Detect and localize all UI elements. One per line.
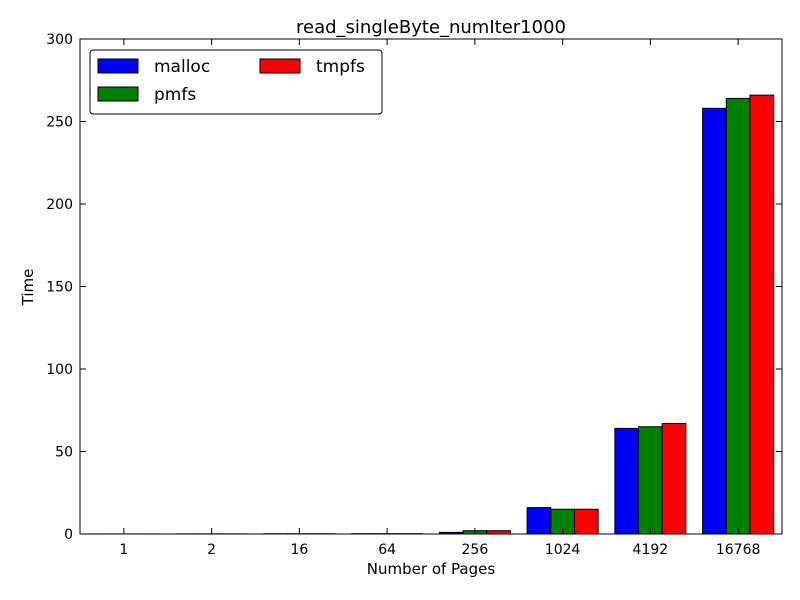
y-tick-label: 100: [46, 362, 73, 378]
legend-label-pmfs: pmfs: [154, 85, 196, 105]
x-tick-label: 4192: [633, 542, 669, 558]
ticks-layer: 0 50 100 150 200 250 300 1 2 16 64 256 1024 4192 16768: [46, 32, 782, 558]
x-tick-label: 1024: [545, 542, 581, 558]
x-axis-label: Number of Pages: [367, 560, 496, 578]
legend-swatch-tmpfs: [259, 58, 301, 74]
bar-malloc-16768: [702, 107, 727, 535]
x-tick-label: 16768: [716, 542, 761, 558]
bar-tmpfs-1024: [573, 508, 599, 535]
legend-label-tmpfs: tmpfs: [316, 57, 365, 77]
x-tick-label: 64: [378, 542, 396, 558]
bar-pmfs-16768: [725, 97, 751, 535]
legend-swatch-pmfs: [97, 86, 139, 102]
y-tick-label: 200: [46, 197, 73, 213]
y-tick-label: 150: [46, 280, 73, 296]
legend-box: [89, 49, 383, 115]
y-tick-label: 50: [55, 445, 73, 461]
chart-title: read_singleByte_numIter1000: [296, 17, 566, 38]
x-tick-label: 256: [462, 542, 489, 558]
y-tick-label: 0: [64, 527, 73, 543]
bars-layer: [87, 94, 775, 535]
legend-label-malloc: malloc: [154, 57, 210, 77]
bar-tmpfs-4192: [661, 422, 687, 535]
y-tick-label: 300: [46, 32, 73, 48]
x-tick-label: 2: [207, 542, 216, 558]
y-axis-label: Time: [19, 269, 37, 307]
bar-malloc-4192: [614, 427, 640, 535]
legend-swatch-malloc: [97, 58, 139, 74]
bar-tmpfs-16768: [749, 94, 775, 535]
x-tick-label: 1: [119, 542, 128, 558]
bar-malloc-1024: [526, 507, 552, 535]
bar-pmfs-4192: [638, 426, 663, 535]
y-tick-label: 250: [46, 115, 73, 131]
legend: malloc pmfs tmpfs: [89, 49, 383, 115]
x-tick-label: 16: [290, 542, 308, 558]
